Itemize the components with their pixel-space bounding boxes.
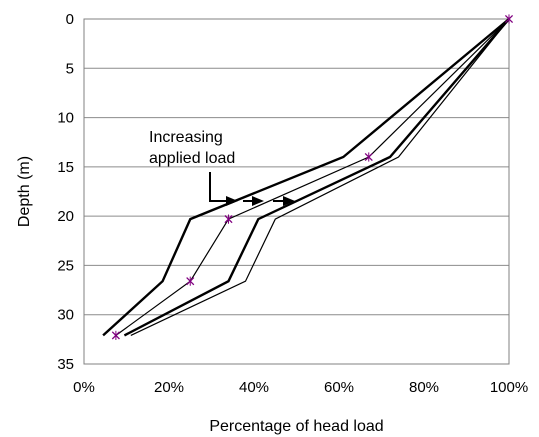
gridlines: [84, 67, 509, 316]
arrow-leader: [209, 172, 230, 202]
y-tick-label: 25: [57, 257, 74, 274]
series-line-3: [123, 18, 510, 337]
arrow-head: [252, 196, 264, 206]
x-tick-label: 0%: [73, 379, 95, 396]
annotation-line-1: Increasing: [149, 129, 223, 146]
data-point-marker: [186, 276, 195, 286]
y-tick-labels: 0 5 10 15 20 25 30 35: [57, 11, 74, 373]
series-lines: [102, 18, 510, 337]
data-point-marker: [224, 214, 233, 224]
x-tick-label: 20%: [154, 379, 184, 396]
plot-area-frame: [83, 18, 510, 365]
y-tick-label: 10: [57, 110, 74, 127]
series-markers: [111, 14, 514, 341]
data-point-marker: [504, 14, 514, 24]
annotation-line-2: applied load: [149, 150, 235, 167]
x-tick-label: 40%: [239, 379, 269, 396]
y-tick-label: 5: [66, 60, 74, 77]
y-tick-label: 0: [66, 11, 74, 28]
y-tick-label: 20: [57, 208, 74, 225]
y-tick-label: 30: [57, 307, 74, 324]
load-arrows: [209, 172, 295, 206]
series-line-4: [130, 18, 510, 336]
data-point-marker: [364, 152, 373, 162]
arrow-head: [283, 196, 295, 206]
y-tick-label: 35: [57, 356, 74, 373]
y-axis-title: Depth (m): [16, 156, 33, 227]
series-line-2: [115, 18, 510, 336]
x-tick-label: 80%: [409, 379, 439, 396]
y-tick-label: 15: [57, 159, 74, 176]
arrow-head: [226, 196, 238, 206]
x-tick-label: 100%: [490, 379, 528, 396]
series-line-1: [102, 18, 510, 337]
x-axis-title: Percentage of head load: [209, 418, 383, 435]
data-point-marker: [111, 330, 120, 341]
x-tick-label: 60%: [324, 379, 354, 396]
x-tick-labels: 0% 20% 40% 60% 80% 100%: [73, 379, 528, 396]
